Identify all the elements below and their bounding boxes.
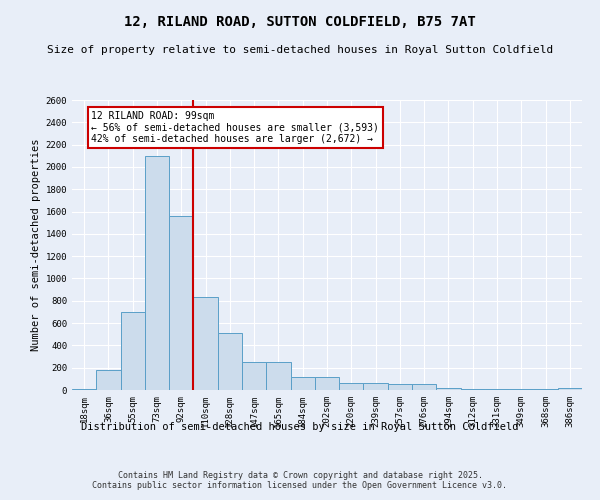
Bar bbox=[412, 384, 436, 390]
Bar bbox=[218, 333, 242, 390]
Bar bbox=[290, 376, 315, 390]
Bar bbox=[169, 216, 193, 390]
Bar bbox=[388, 384, 412, 390]
Text: 12 RILAND ROAD: 99sqm
← 56% of semi-detached houses are smaller (3,593)
42% of s: 12 RILAND ROAD: 99sqm ← 56% of semi-deta… bbox=[91, 111, 379, 144]
Bar bbox=[96, 370, 121, 390]
Text: Contains HM Land Registry data © Crown copyright and database right 2025.
Contai: Contains HM Land Registry data © Crown c… bbox=[92, 470, 508, 490]
Bar bbox=[266, 362, 290, 390]
Text: Distribution of semi-detached houses by size in Royal Sutton Coldfield: Distribution of semi-detached houses by … bbox=[81, 422, 519, 432]
Bar bbox=[558, 388, 582, 390]
Bar bbox=[242, 362, 266, 390]
Bar bbox=[145, 156, 169, 390]
Bar bbox=[339, 383, 364, 390]
Y-axis label: Number of semi-detached properties: Number of semi-detached properties bbox=[31, 138, 41, 352]
Bar bbox=[193, 298, 218, 390]
Text: Size of property relative to semi-detached houses in Royal Sutton Coldfield: Size of property relative to semi-detach… bbox=[47, 45, 553, 55]
Bar bbox=[364, 383, 388, 390]
Bar bbox=[315, 376, 339, 390]
Bar bbox=[121, 312, 145, 390]
Bar bbox=[72, 389, 96, 390]
Bar bbox=[436, 388, 461, 390]
Text: 12, RILAND ROAD, SUTTON COLDFIELD, B75 7AT: 12, RILAND ROAD, SUTTON COLDFIELD, B75 7… bbox=[124, 15, 476, 29]
